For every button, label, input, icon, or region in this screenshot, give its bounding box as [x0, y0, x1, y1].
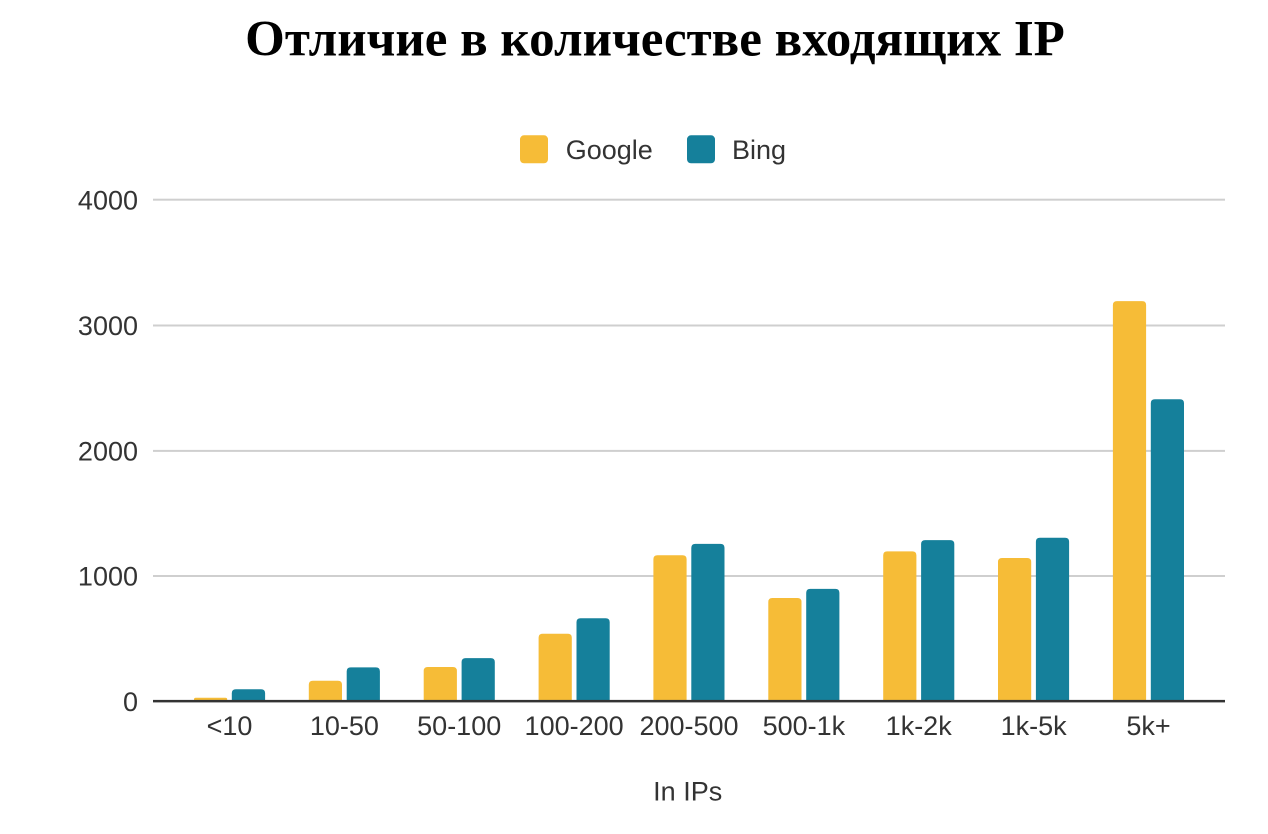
svg-text:100-200: 100-200	[525, 711, 624, 741]
svg-text:Отличие в количестве входящих: Отличие в количестве входящих IP	[245, 11, 1065, 67]
svg-text:50-100: 50-100	[417, 711, 501, 741]
svg-text:500-1k: 500-1k	[763, 711, 846, 741]
svg-text:200-500: 200-500	[639, 711, 738, 741]
svg-text:Google: Google	[566, 135, 653, 165]
svg-text:10-50: 10-50	[310, 711, 379, 741]
svg-text:<10: <10	[207, 711, 253, 741]
svg-text:2000: 2000	[78, 437, 138, 467]
svg-text:0: 0	[123, 687, 138, 717]
svg-text:In IPs: In IPs	[653, 777, 722, 807]
svg-text:4000: 4000	[78, 185, 138, 215]
svg-text:5k+: 5k+	[1126, 711, 1170, 741]
svg-text:1k-5k: 1k-5k	[1001, 711, 1068, 741]
svg-text:3000: 3000	[78, 311, 138, 341]
svg-text:1k-2k: 1k-2k	[886, 711, 953, 741]
svg-text:1000: 1000	[78, 562, 138, 592]
svg-text:Bing: Bing	[732, 135, 786, 165]
